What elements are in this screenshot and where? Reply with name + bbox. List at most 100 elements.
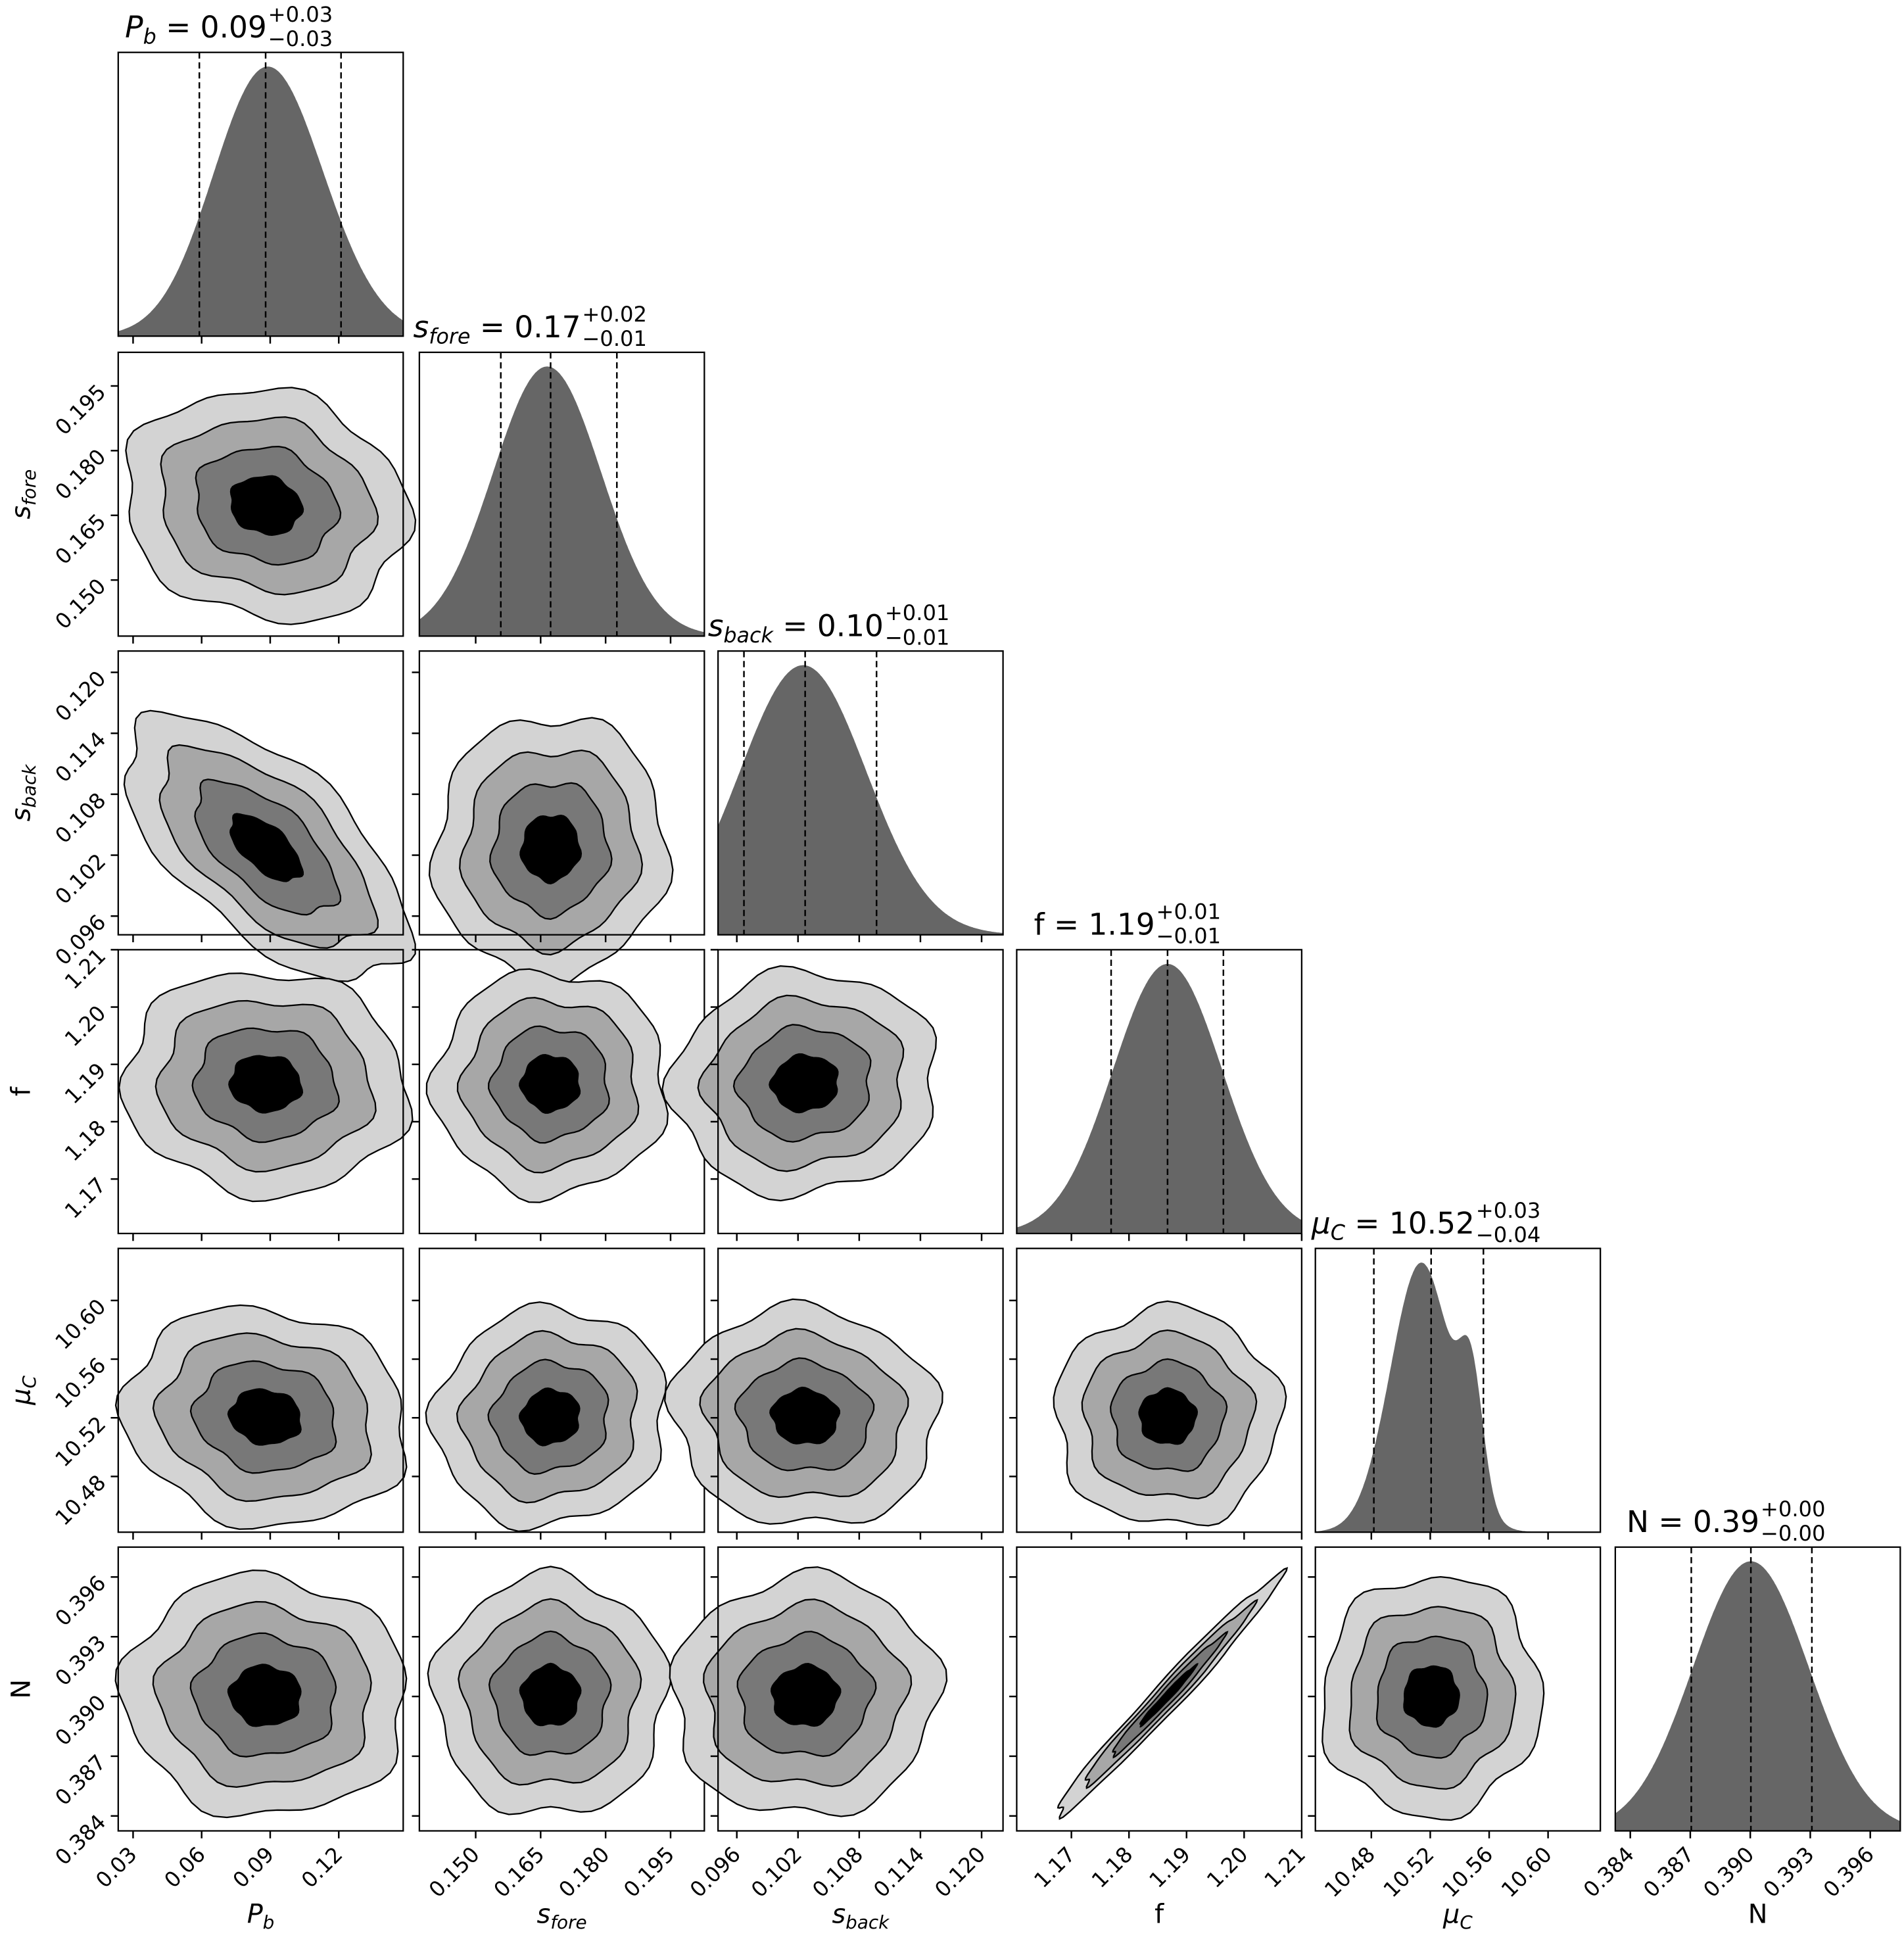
y-tick-label: 0.102 <box>50 849 110 909</box>
title-equals: = <box>773 608 817 643</box>
x-tick-label: 0.180 <box>554 1842 614 1902</box>
title-equals: = <box>156 10 201 45</box>
panel-frame <box>418 351 705 637</box>
title-plus-error: +0.00 <box>1761 1497 1826 1522</box>
title-symbol-sub: b <box>143 24 156 49</box>
panel-title: sfore = 0.17 <box>414 310 581 349</box>
title-equals: = <box>471 310 515 345</box>
contour-level-4 <box>229 813 304 882</box>
x-tick-label: 10.52 <box>1379 1842 1439 1902</box>
title-plus-error: +0.03 <box>268 2 333 27</box>
title-equals: = <box>1045 907 1089 942</box>
y-tick-label: 10.52 <box>50 1411 110 1472</box>
x-tick-label: 0.120 <box>930 1842 990 1902</box>
x-tick-label: 0.03 <box>91 1842 142 1893</box>
y-axis-label-main: f <box>6 1086 36 1096</box>
contour-level-4 <box>769 1386 841 1445</box>
y-axis-label: f <box>6 1086 36 1096</box>
panel-frame <box>1314 1247 1602 1533</box>
histogram-panel-muC: μC = 10.52 +0.03 −0.04 <box>1311 1198 1602 1540</box>
y-tick-label: 0.393 <box>50 1630 110 1691</box>
x-tick-label: 0.102 <box>746 1842 807 1902</box>
x-tick-label: 0.108 <box>807 1842 868 1902</box>
title-errors: +0.00 −0.00 <box>1761 1497 1826 1546</box>
panel-frame <box>1016 949 1303 1235</box>
title-minus-error: −0.01 <box>1156 924 1222 949</box>
title-symbol: f <box>1034 907 1045 942</box>
contour-level-4 <box>1139 1662 1199 1728</box>
x-axis-label: Pb <box>247 1900 275 1933</box>
contour-level-4 <box>519 1662 582 1727</box>
contour-panel-sback-N: 0.096 0.102 0.108 0.114 0.120 sback <box>669 1546 1004 1933</box>
y-axis-label-main: s <box>6 506 36 519</box>
contour-panel-sback-f <box>661 949 1004 1241</box>
x-axis-label: sfore <box>537 1900 587 1933</box>
y-axis-label: sback <box>6 763 39 822</box>
panel-frame <box>117 1546 404 1832</box>
x-axis-label-sub: C <box>1460 1911 1473 1933</box>
x-axis-label-main: N <box>1748 1900 1768 1930</box>
title-value: 1.19 <box>1089 907 1155 942</box>
y-tick-label: 0.150 <box>50 573 110 634</box>
x-tick-label: 0.384 <box>1579 1842 1639 1902</box>
x-tick-label: 0.09 <box>228 1842 279 1893</box>
y-tick-label: 1.17 <box>60 1172 111 1224</box>
x-tick-label: 0.165 <box>489 1842 550 1902</box>
panel-frame <box>717 1546 1004 1832</box>
x-tick-label: 1.20 <box>1202 1842 1253 1893</box>
x-axis-label-main: f <box>1154 1900 1164 1930</box>
x-axis-label-main: s <box>832 1900 845 1930</box>
x-tick-label: 1.18 <box>1087 1842 1138 1893</box>
x-axis-label: sback <box>832 1900 890 1933</box>
panel-frame <box>418 650 705 936</box>
contour-level-4 <box>769 1053 839 1114</box>
y-axis-label-main: s <box>6 808 36 822</box>
title-symbol: s <box>708 608 724 643</box>
x-tick-label: 1.19 <box>1144 1842 1195 1893</box>
panel-frame <box>1016 1546 1303 1832</box>
y-tick-label: 0.180 <box>50 444 110 505</box>
histogram-fill <box>1315 1262 1601 1533</box>
title-errors: +0.02 −0.01 <box>582 302 647 351</box>
contour-panel-Pb-f: 1.171.181.191.201.21f <box>6 944 414 1241</box>
title-errors: +0.01 −0.01 <box>1156 900 1222 949</box>
histogram-fill <box>718 665 1003 935</box>
y-tick-label: 10.60 <box>50 1294 110 1355</box>
panel-frame <box>717 650 1004 936</box>
contour-panel-sfore-N: 0.150 0.165 0.180 0.195 sfore <box>412 1546 705 1933</box>
x-tick-label: 0.390 <box>1698 1842 1759 1902</box>
title-value: 0.09 <box>201 10 267 45</box>
histogram-fill <box>1016 963 1302 1234</box>
panel-frame <box>117 650 404 936</box>
x-tick-label: 0.150 <box>424 1842 485 1902</box>
y-axis-label: N <box>6 1679 36 1699</box>
y-tick-label: 0.384 <box>50 1810 110 1870</box>
title-errors: +0.01 −0.01 <box>885 600 950 650</box>
contour-level-4 <box>229 475 304 537</box>
x-tick-label: 0.393 <box>1759 1842 1819 1902</box>
title-value: 0.39 <box>1693 1504 1759 1539</box>
x-axis-label-sub: fore <box>550 1911 586 1933</box>
title-symbol: μ <box>1311 1206 1331 1241</box>
contour-panel-f-muC <box>1009 1247 1303 1540</box>
x-tick-label: 10.60 <box>1496 1842 1557 1902</box>
y-axis-label-main: μ <box>6 1389 36 1406</box>
title-plus-error: +0.03 <box>1476 1198 1541 1223</box>
y-tick-label: 0.165 <box>50 509 110 569</box>
contour-panel-sback-muC <box>663 1247 1004 1540</box>
y-axis-label: μC <box>6 1376 39 1406</box>
title-equals: = <box>1649 1504 1693 1539</box>
panel-title: N = 0.39 <box>1627 1504 1759 1539</box>
y-tick-label: 0.396 <box>50 1570 110 1631</box>
contour-panel-sfore-muC <box>412 1247 705 1540</box>
panel-frame <box>717 949 1004 1235</box>
x-tick-label: 0.114 <box>869 1842 929 1902</box>
x-tick-label: 0.387 <box>1638 1842 1699 1902</box>
contour-level-4 <box>1138 1387 1199 1445</box>
panel-frame <box>117 51 404 337</box>
title-symbol: s <box>414 310 429 345</box>
histogram-fill <box>419 366 705 636</box>
y-tick-label: 1.20 <box>60 1001 111 1052</box>
